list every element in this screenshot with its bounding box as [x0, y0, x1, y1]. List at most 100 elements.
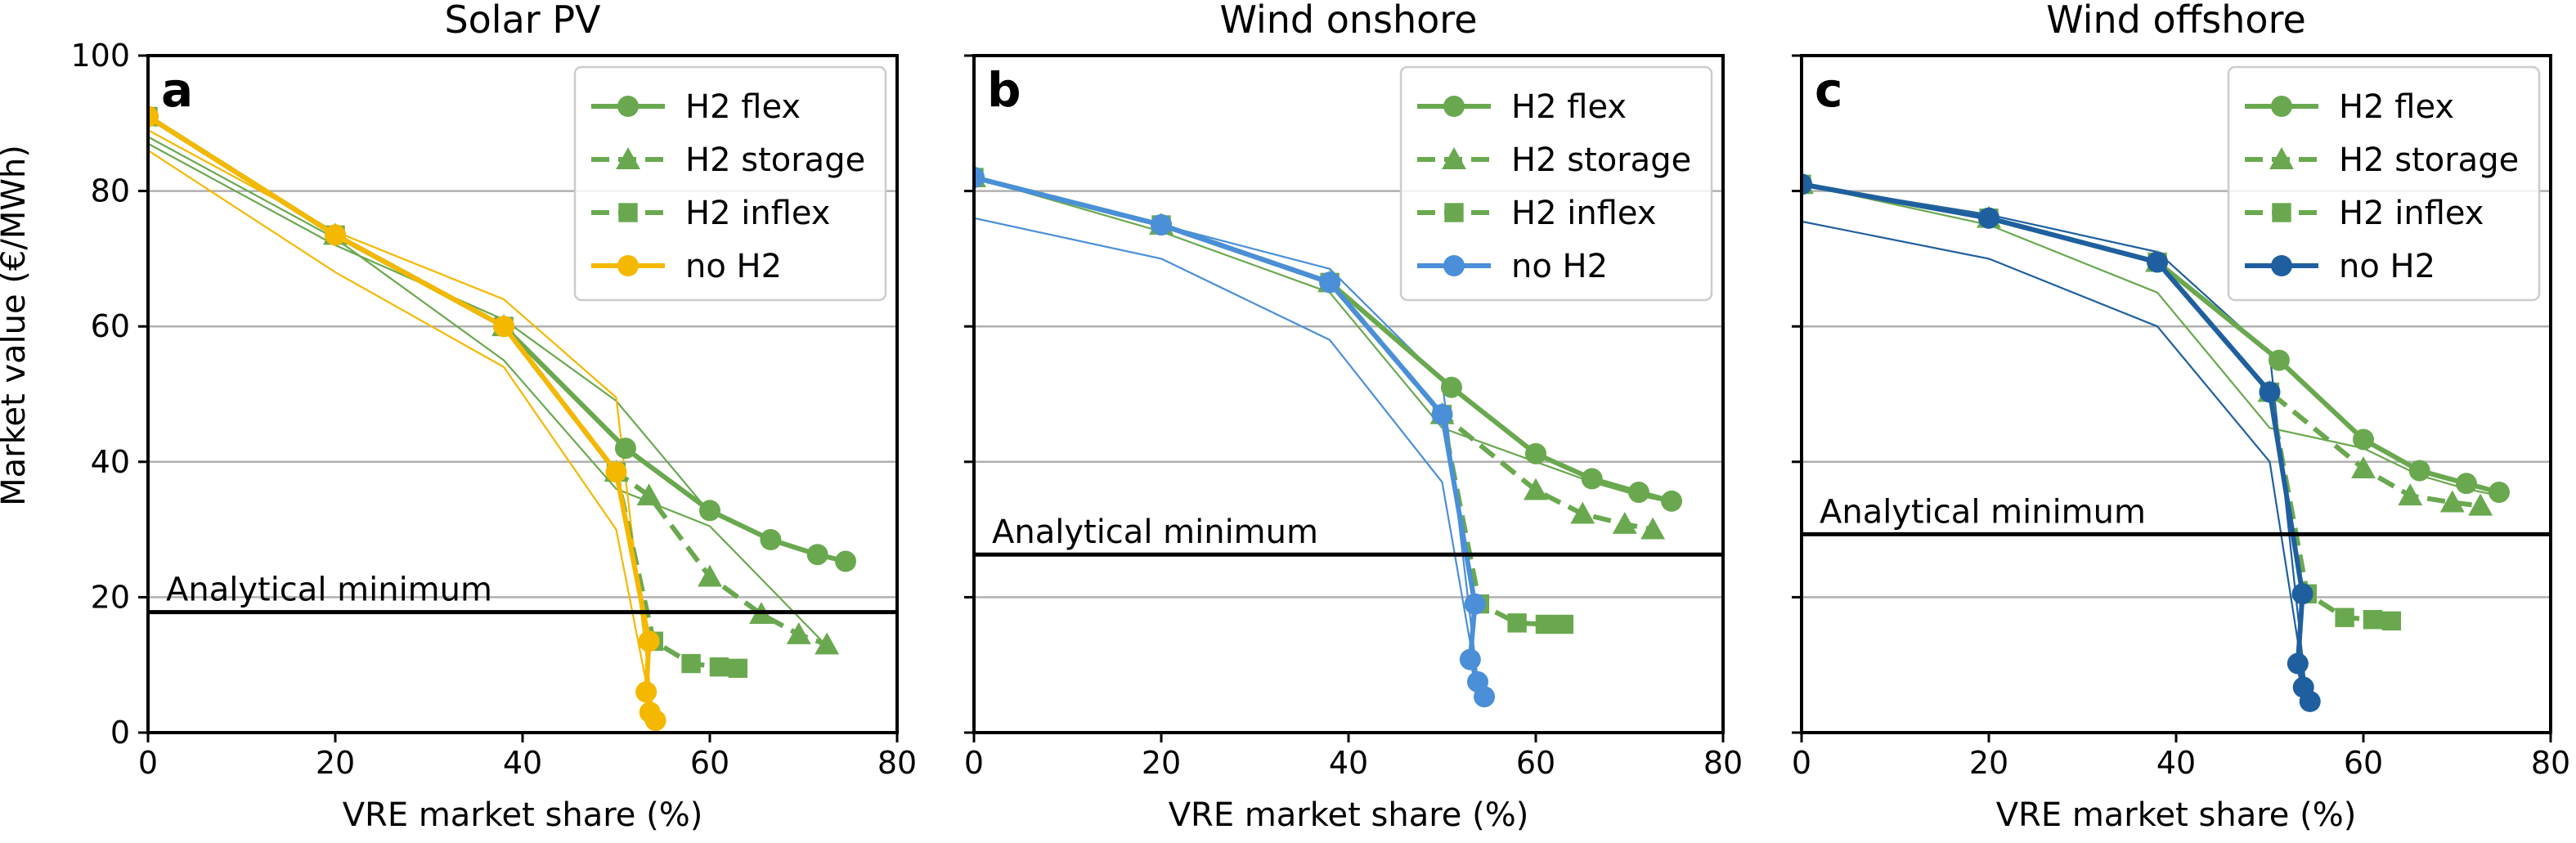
x-tick-label: 40 — [1329, 745, 1368, 781]
x-tick-label: 20 — [1142, 745, 1181, 781]
data-point-no-h2 — [1474, 686, 1496, 708]
legend-marker — [1442, 147, 1466, 169]
data-point-no-h2 — [1978, 207, 1999, 229]
legend-label: H2 flex — [2339, 88, 2454, 126]
analytical-minimum-label: Analytical minimum — [992, 513, 1318, 551]
data-point-h2-flex — [1661, 490, 1683, 512]
legend-label: no H2 — [1511, 248, 1608, 285]
data-point-h2-flex — [806, 544, 828, 566]
y-tick-label: 60 — [91, 308, 130, 344]
legend-box — [573, 65, 887, 302]
plot-area — [148, 104, 857, 732]
x-tick-label: 0 — [138, 745, 158, 781]
panel-a: Analytical minimum 0 20 40 60 80 0 20 40 60 80 100 S… — [70, 0, 917, 834]
data-point-h2-flex — [2455, 473, 2477, 495]
legend-label: no H2 — [2339, 248, 2435, 285]
data-point-h2-flex — [2268, 349, 2290, 371]
panel-c: Analytical minimum 0 20 40 60 80 Wind offshore… — [1792, 0, 2570, 834]
legend-marker — [617, 96, 639, 117]
legend-marker — [2269, 147, 2294, 169]
data-point-h2-storage — [2398, 483, 2423, 506]
data-point-h2-flex — [1440, 376, 1462, 398]
data-point-no-h2 — [638, 630, 660, 652]
data-point-h2-storage — [1612, 512, 1637, 534]
data-point-h2-storage — [698, 564, 722, 587]
y-tick-label: 20 — [91, 579, 130, 615]
data-point-no-h2 — [1802, 173, 1812, 195]
legend-label: H2 inflex — [2339, 195, 2484, 232]
data-point-no-h2 — [644, 710, 666, 732]
data-point-h2-flex — [760, 529, 782, 551]
panel-title: Wind onshore — [1220, 0, 1478, 42]
x-tick-label: 20 — [1969, 745, 2008, 781]
data-point-no-h2 — [1459, 648, 1481, 670]
data-point-h2-inflex — [2335, 608, 2354, 627]
data-point-h2-flex — [1627, 482, 1649, 504]
plot-area — [974, 165, 1683, 708]
panel-title: Wind offshore — [2046, 0, 2306, 42]
x-tick-label: 20 — [316, 745, 355, 781]
legend-box — [2227, 65, 2541, 302]
legend-label: no H2 — [685, 248, 782, 285]
legend-label: H2 flex — [1511, 88, 1627, 126]
data-point-h2-storage — [1570, 501, 1595, 524]
data-point-h2-flex — [835, 550, 857, 572]
data-point-h2-storage — [786, 621, 811, 644]
x-tick-label: 80 — [1703, 745, 1743, 781]
legend-marker — [2271, 96, 2292, 117]
x-axis-label: VRE market share (%) — [1169, 796, 1529, 834]
y-tick-label: 100 — [70, 38, 130, 74]
data-point-h2-inflex — [728, 658, 748, 679]
legend-label: H2 storage — [2339, 141, 2519, 179]
series-no-h2 — [1802, 173, 2321, 712]
data-point-no-h2 — [2147, 251, 2169, 273]
series-no-h2 — [974, 167, 1496, 708]
legend-marker — [618, 203, 638, 222]
x-tick-label: 40 — [2156, 745, 2196, 781]
legend-marker — [2271, 255, 2292, 276]
x-tick-label: 60 — [690, 745, 729, 781]
y-tick-label: 40 — [91, 444, 130, 480]
x-tick-label: 80 — [2531, 745, 2570, 781]
data-point-h2-storage — [2468, 493, 2493, 516]
legend-label: H2 storage — [1511, 141, 1691, 179]
y-tick-label: 0 — [110, 715, 130, 751]
data-point-h2-inflex — [1554, 614, 1574, 634]
data-point-h2-inflex — [2381, 611, 2402, 631]
legend-label: H2 flex — [685, 88, 801, 126]
series-no-h2 — [148, 105, 666, 732]
data-point-h2-storage — [2439, 490, 2465, 513]
x-tick-label: 80 — [877, 745, 917, 781]
thin-line-2 — [1802, 220, 2309, 702]
y-axis-label: Market value (€/MWh) — [0, 145, 33, 506]
legend: H2 flex H2 storage H2 inflex no H2 — [2227, 65, 2541, 302]
legend-label: H2 inflex — [685, 195, 830, 232]
panel-letter: b — [987, 62, 1021, 118]
data-point-no-h2 — [1431, 403, 1453, 425]
data-point-no-h2 — [2291, 583, 2313, 605]
data-point-no-h2 — [1151, 214, 1172, 235]
data-point-h2-inflex — [2363, 610, 2383, 630]
plot-area — [1802, 172, 2511, 712]
data-point-h2-storage — [815, 632, 840, 655]
data-point-h2-inflex — [1535, 614, 1555, 634]
x-tick-label: 60 — [1516, 745, 1555, 781]
data-point-no-h2 — [2287, 652, 2309, 675]
panel-letter: c — [1815, 62, 1842, 118]
data-point-no-h2 — [493, 316, 515, 338]
legend-label: H2 inflex — [1511, 195, 1656, 232]
x-tick-label: 0 — [964, 745, 984, 781]
legend-marker — [617, 255, 639, 276]
y-tick-label: 80 — [91, 173, 130, 209]
data-point-h2-inflex — [709, 657, 729, 677]
data-point-h2-flex — [1581, 468, 1603, 490]
data-point-h2-flex — [2408, 460, 2430, 482]
data-point-no-h2 — [148, 105, 159, 128]
legend-marker — [1444, 203, 1464, 222]
legend-marker — [1443, 96, 1465, 117]
x-tick-label: 60 — [2344, 745, 2383, 781]
legend-label: H2 storage — [685, 141, 865, 179]
legend-marker — [2272, 203, 2291, 222]
data-point-no-h2 — [1464, 593, 1486, 615]
x-tick-label: 40 — [503, 745, 542, 781]
